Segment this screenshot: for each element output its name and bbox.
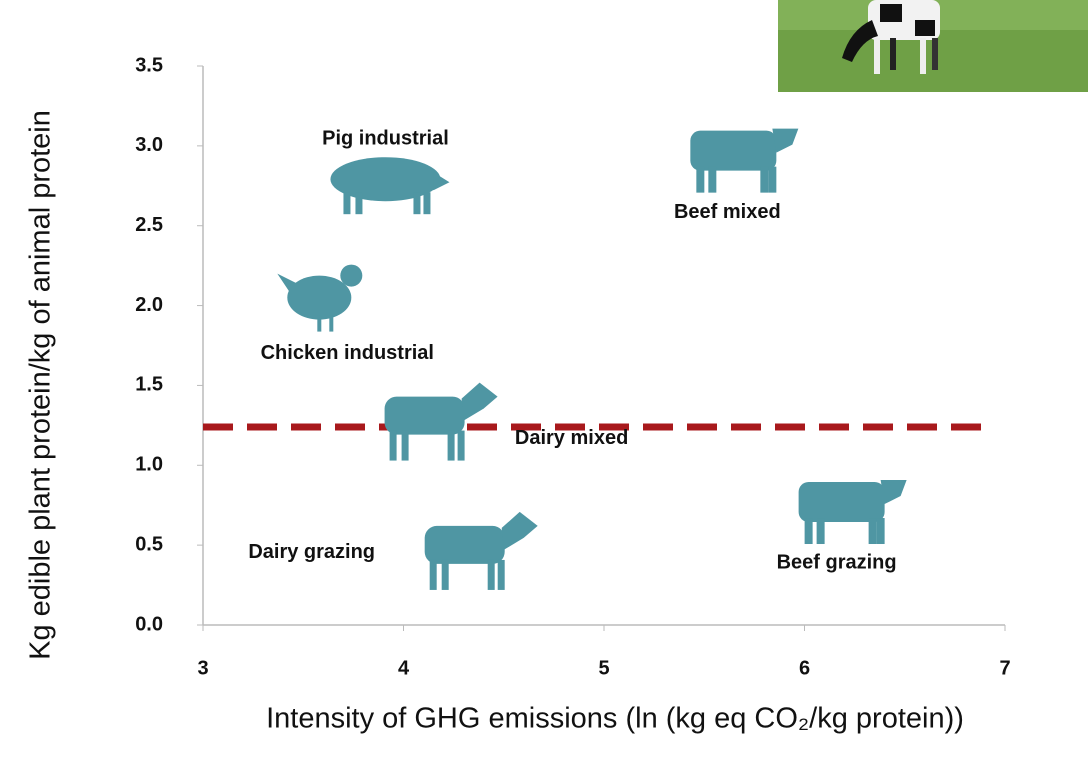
icon-leg — [329, 316, 333, 332]
icon-leg — [805, 518, 813, 544]
icon-leg — [448, 431, 455, 461]
photo-cow-leg — [874, 38, 880, 74]
x-tick-label: 7 — [999, 657, 1010, 679]
chart: Intensity of GHG emissions (ln (kg eq CO… — [0, 0, 1088, 765]
icon-leg — [355, 192, 362, 214]
data-point — [799, 480, 907, 544]
photo — [778, 0, 1088, 92]
y-tick-label: 3.5 — [135, 54, 163, 76]
point-label: Beef grazing — [777, 551, 897, 573]
x-axis-label: Intensity of GHG emissions (ln (kg eq CO… — [266, 703, 964, 735]
y-tick-label: 3.0 — [135, 134, 163, 156]
icon-leg — [390, 431, 397, 461]
data-point — [425, 512, 538, 590]
photo-cow-leg — [920, 38, 926, 74]
icon-leg — [760, 167, 768, 193]
icon-body — [690, 131, 776, 171]
icon-leg — [423, 192, 430, 214]
point-label: Beef mixed — [674, 201, 781, 223]
point-label: Dairy grazing — [248, 541, 375, 563]
icon-leg — [442, 560, 449, 590]
icon-leg — [458, 431, 465, 461]
data-point — [330, 157, 449, 214]
icon-head — [502, 512, 538, 550]
icon-head — [881, 480, 907, 504]
icon-leg — [317, 316, 321, 332]
y-tick-label: 2.0 — [135, 294, 163, 316]
icon-leg — [488, 560, 495, 590]
icon-leg — [877, 518, 885, 544]
icon-leg — [817, 518, 825, 544]
data-point — [277, 265, 362, 332]
icon-leg — [869, 518, 877, 544]
icon-leg — [708, 167, 716, 193]
icon-leg — [413, 192, 420, 214]
icon-head — [462, 383, 498, 421]
icon-snout — [433, 172, 449, 190]
icon-body — [425, 526, 505, 564]
x-tick-label: 5 — [598, 657, 609, 679]
icon-leg — [768, 167, 776, 193]
icon-head — [340, 265, 362, 287]
icon-body — [385, 397, 465, 435]
x-tick-label: 3 — [197, 657, 208, 679]
icon-head — [772, 129, 798, 153]
icon-leg — [343, 192, 350, 214]
icon-leg — [696, 167, 704, 193]
point-label: Dairy mixed — [515, 427, 628, 449]
photo-cow-leg — [890, 38, 896, 70]
y-tick-label: 0.0 — [135, 613, 163, 635]
y-axis-label: Kg edible plant protein/kg of animal pro… — [25, 110, 57, 660]
icon-leg — [402, 431, 409, 461]
icon-body — [287, 276, 351, 320]
icon-body — [799, 482, 885, 522]
data-point — [385, 383, 498, 461]
y-tick-label: 0.5 — [135, 533, 163, 555]
page: Intensity of GHG emissions (ln (kg eq CO… — [0, 0, 1088, 765]
point-label: Chicken industrial — [261, 342, 434, 364]
icon-leg — [498, 560, 505, 590]
x-tick-label: 6 — [799, 657, 810, 679]
y-tick-label: 1.0 — [135, 454, 163, 476]
data-point — [690, 129, 798, 193]
y-tick-label: 2.5 — [135, 214, 163, 236]
icon-leg — [430, 560, 437, 590]
photo-cow-leg — [932, 38, 938, 70]
point-label: Pig industrial — [322, 127, 449, 149]
x-tick-label: 4 — [398, 657, 410, 679]
y-tick-label: 1.5 — [135, 374, 163, 396]
